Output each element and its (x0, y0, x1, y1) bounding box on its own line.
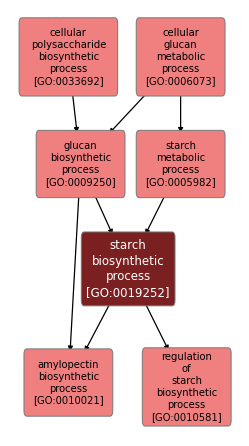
FancyBboxPatch shape (19, 18, 118, 96)
FancyBboxPatch shape (81, 232, 175, 306)
FancyBboxPatch shape (136, 18, 225, 96)
FancyBboxPatch shape (36, 130, 125, 198)
Text: cellular
polysaccharide
biosynthetic
process
[GO:0033692]: cellular polysaccharide biosynthetic pro… (31, 28, 106, 86)
Text: starch
metabolic
process
[GO:0005982]: starch metabolic process [GO:0005982] (145, 141, 216, 187)
Text: starch
biosynthetic
process
[GO:0019252]: starch biosynthetic process [GO:0019252] (86, 239, 170, 299)
Text: cellular
glucan
metabolic
process
[GO:0006073]: cellular glucan metabolic process [GO:00… (145, 28, 216, 86)
Text: glucan
biosynthetic
process
[GO:0009250]: glucan biosynthetic process [GO:0009250] (45, 141, 116, 187)
Text: regulation
of
starch
biosynthetic
process
[GO:0010581]: regulation of starch biosynthetic proces… (151, 352, 222, 422)
FancyBboxPatch shape (136, 130, 225, 198)
FancyBboxPatch shape (142, 348, 231, 426)
FancyBboxPatch shape (24, 349, 113, 416)
Text: amylopectin
biosynthetic
process
[GO:0010021]: amylopectin biosynthetic process [GO:001… (33, 359, 104, 405)
